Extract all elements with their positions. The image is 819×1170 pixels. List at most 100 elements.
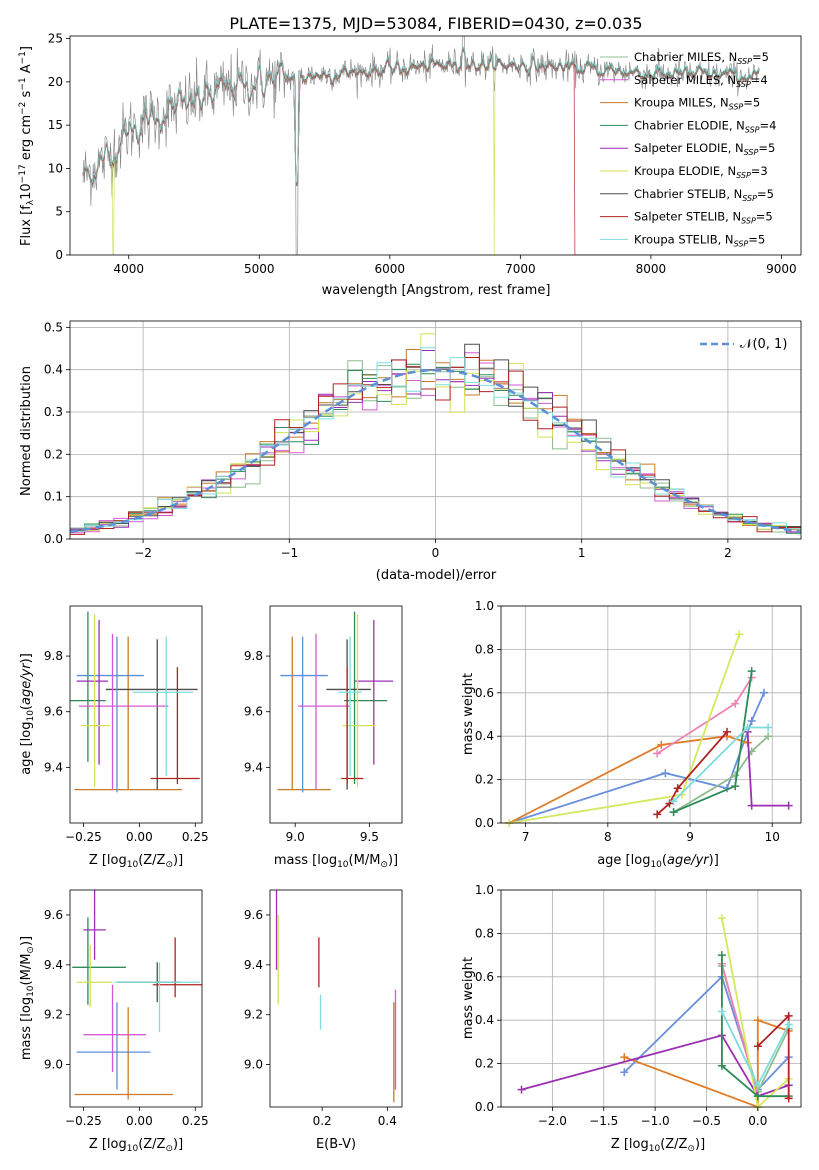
mass-weight-line	[746, 731, 789, 807]
errorbar-sm	[78, 633, 169, 790]
errorbar-ks	[114, 962, 200, 1033]
errorbar-km	[277, 636, 331, 791]
mass-weight-line	[721, 963, 789, 1098]
mass-weight-marker	[657, 740, 666, 749]
x-tick-label: 7	[522, 830, 530, 844]
plot-area	[72, 890, 202, 1100]
y-tick-label: 0	[55, 248, 63, 262]
y-tick-label: 0.4	[44, 363, 63, 377]
gauss-legend-label: 𝒩(0, 1)	[740, 337, 787, 352]
errorbar-cs	[105, 639, 198, 790]
x-tick-label: −1	[280, 546, 298, 560]
x-tick-label: 0.0	[748, 1114, 767, 1128]
axes-frame: −0.25 0.00 0.25 9.0 9.2 9.4 9.6	[44, 889, 209, 1128]
y-tick-label: 9.2	[244, 1008, 263, 1022]
gaussian-reference	[69, 368, 802, 533]
mass-weight-marker	[764, 732, 773, 741]
legend-name: Kroupa ELODIE, N	[634, 164, 736, 178]
errorbar-ss	[341, 667, 364, 785]
x-tick-label: −2	[134, 546, 152, 560]
axes-border	[69, 320, 802, 540]
y-tick-label: 25	[48, 32, 63, 46]
mw-z-xlabel: Z [log10(Z/Z⊙)]	[611, 1137, 705, 1154]
x-tick-label: 9.5	[360, 830, 379, 844]
age-mass-panel: 9.0 9.5 9.4 9.6 9.8	[244, 605, 403, 844]
legend-tail: =3	[751, 164, 768, 178]
axes-border	[500, 605, 802, 824]
age-z-panel: −0.25 0.00 0.25 9.4 9.6 9.8	[44, 605, 209, 844]
mass-weight-marker	[717, 951, 726, 960]
axes-frame: 4000 5000 6000 7000 8000 9000 0 5 10 15 20 25	[48, 32, 802, 276]
x-tick-label: 7000	[505, 262, 536, 276]
y-tick-label: 9.8	[244, 649, 263, 663]
mass-ebv-xlabel: E(B-V)	[316, 1137, 356, 1152]
mass-weight-line	[673, 735, 769, 813]
plot-area	[275, 890, 397, 1103]
y-tick-label: 0.6	[475, 686, 494, 700]
y-tick-label: 0.2	[475, 773, 494, 787]
mass-weight-marker	[784, 801, 793, 810]
legend-tail: =5	[756, 210, 773, 224]
legend-entry: Chabrier MILES, NSSP=5	[634, 50, 769, 66]
mass-weight-marker	[735, 630, 744, 639]
y-tick-label: 0.0	[475, 816, 494, 830]
x-tick-label: 2	[724, 546, 732, 560]
mass-weight-line	[656, 677, 753, 755]
axes-border	[69, 35, 802, 256]
x-tick-label: 0.00	[126, 1114, 153, 1128]
y-tick-label: 1.0	[475, 599, 494, 613]
axes-border	[69, 605, 203, 824]
errorbar-se	[76, 619, 109, 765]
x-tick-label: 1	[578, 546, 586, 560]
x-tick-label: 0	[432, 546, 440, 560]
mass-weight-marker	[723, 727, 732, 736]
mw-age-xlabel: age [log10(age/yr)]	[597, 853, 719, 870]
mass-weight-line	[721, 965, 790, 1095]
mass-weight-marker	[665, 799, 674, 808]
plot-area	[69, 333, 802, 535]
legend-name: Salpeter STELIB, N	[634, 210, 741, 224]
y-tick-label: 0.1	[44, 490, 63, 504]
y-tick-label: 9.6	[44, 908, 63, 922]
mass-weight-marker	[747, 801, 756, 810]
spectrum-panel: 4000 5000 6000 7000 8000 9000 0 5 10 15 20 25	[48, 32, 802, 276]
plot-area	[82, 36, 760, 255]
figure-title: PLATE=1375, MJD=53084, FIBERID=0430, z=0…	[229, 14, 642, 33]
x-tick-label: 9	[686, 830, 694, 844]
mass-weight-marker	[747, 667, 756, 676]
y-tick-label: 9.0	[244, 1058, 263, 1072]
mass-weight-series-7	[653, 727, 732, 819]
x-tick-label: 0.25	[182, 1114, 209, 1128]
y-tick-label: 0.0	[44, 532, 63, 546]
legend-tail: =5	[752, 50, 769, 64]
mass-weight-marker	[731, 699, 740, 708]
y-tick-label: 0.4	[475, 729, 494, 743]
errorbar-km	[74, 636, 182, 791]
mass-weight-marker	[747, 717, 756, 726]
x-tick-label: 9000	[766, 262, 797, 276]
mass-weight-marker	[669, 797, 678, 806]
y-tick-label: 0.2	[44, 447, 63, 461]
errorbar-ce	[72, 917, 126, 1005]
legend-sub: SSP	[741, 217, 756, 226]
legend-entry: Salpeter ELODIE, NSSP=5	[634, 141, 775, 157]
x-tick-label: −0.5	[692, 1114, 721, 1128]
y-tick-label: 1.0	[475, 883, 494, 897]
mw-z-ylabel: mass weight	[461, 957, 476, 1039]
mw-z-panel: −2.0 −1.5 −1.0 −0.5 0.0 0.0 0.2 0.4 0.6 0.8 1.0	[475, 883, 802, 1128]
legend-tail: =5	[758, 141, 775, 155]
mass-weight-marker	[620, 1068, 629, 1077]
x-tick-label: −0.25	[65, 830, 102, 844]
y-tick-label: 9.0	[44, 1058, 63, 1072]
axes-frame: −2.0 −1.5 −1.0 −0.5 0.0 0.0 0.2 0.4 0.6 0.8 1.0	[475, 883, 802, 1128]
spectrum-ylabel: Flux [fλ10−17 erg cm−2 s−1 A−1]	[18, 46, 36, 246]
y-tick-label: 0.8	[475, 926, 494, 940]
mass-weight-marker	[717, 1007, 726, 1016]
y-tick-label: 9.4	[44, 760, 63, 774]
y-tick-label: 0.0	[475, 1100, 494, 1114]
legend-sub: SSP	[745, 125, 760, 134]
legend-sub: SSP	[736, 171, 751, 180]
mw-age-ylabel: mass weight	[461, 673, 476, 755]
errorbar-ce	[70, 611, 106, 762]
mass-weight-line	[656, 731, 728, 815]
